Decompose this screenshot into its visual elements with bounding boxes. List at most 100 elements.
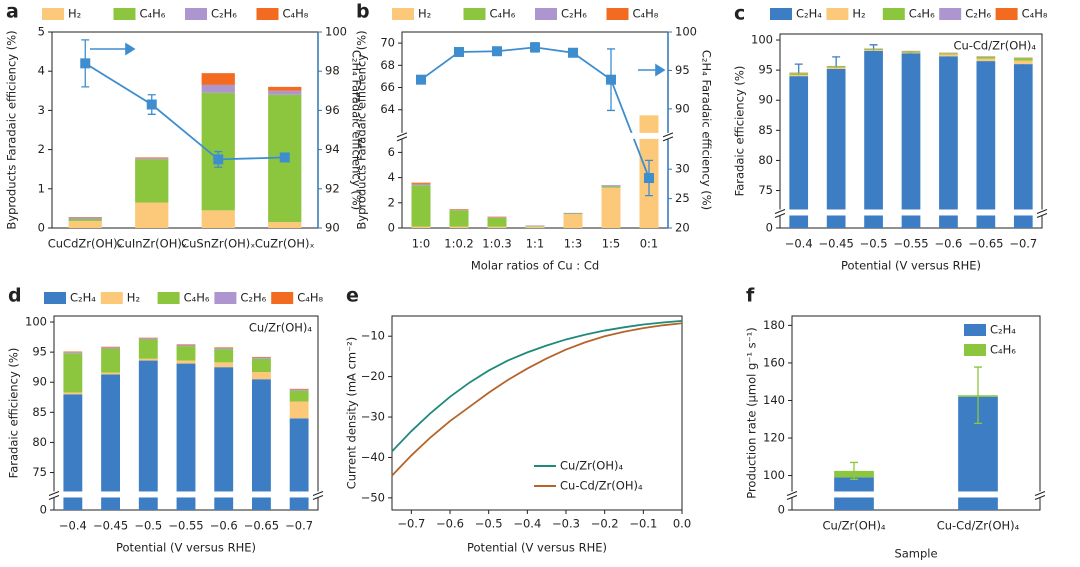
y-axis-label: Faradaic efficiency (%)	[733, 66, 747, 197]
y2-tick-label: 90	[325, 221, 340, 235]
axis-break	[48, 491, 324, 498]
y-axis-label: Faradaic efficiency (%)	[7, 348, 21, 479]
bar-segment	[939, 54, 958, 57]
break-mark	[662, 132, 674, 142]
bar-segment	[63, 352, 83, 354]
y-tick-label: 100	[751, 33, 773, 47]
legend-label: H₂	[852, 7, 865, 21]
bar-segment	[976, 61, 996, 228]
x-tick-label: −0.5	[134, 519, 162, 533]
line-marker	[492, 46, 502, 57]
x-tick-label: 0:1	[640, 237, 659, 251]
bar-segment	[201, 84, 235, 93]
bar-segment	[176, 344, 196, 345]
bar-segment	[1013, 58, 1033, 61]
bar-segment	[563, 213, 583, 215]
y-tick-label: 85	[758, 123, 773, 137]
legend-swatch	[271, 292, 294, 304]
bar-segment	[252, 356, 271, 358]
bar-segment	[176, 344, 196, 347]
x-tick-label: −0.55	[168, 519, 203, 533]
bar-segment	[289, 401, 309, 419]
bar-segment	[138, 338, 158, 340]
bar-segment	[135, 202, 169, 228]
bar-segment	[252, 379, 271, 510]
legend-swatch	[939, 8, 962, 20]
x-tick-label: CuInZr(OH)ₓ	[117, 237, 187, 251]
y-tick-label: 68	[380, 58, 395, 72]
x-axis-label: Sample	[894, 547, 937, 561]
annotation: Cu/Zr(OH)₄	[249, 321, 312, 335]
y-axis-label: Byproducts Faradaic efficiency (%)	[5, 30, 19, 229]
x-tick-label: −0.6	[436, 517, 464, 531]
y-tick-label: 5	[38, 25, 45, 39]
axis-break	[786, 491, 1046, 498]
bar-segment	[135, 159, 169, 203]
legend-swatch	[185, 8, 207, 20]
bar-segment	[289, 389, 309, 391]
legend-swatch	[214, 292, 237, 304]
legend-label: C₄H₈	[283, 7, 309, 21]
y-tick-label: 85	[32, 405, 47, 419]
bar-segment	[826, 67, 846, 69]
bar-segment	[252, 358, 271, 372]
bar-segment	[201, 210, 235, 228]
error-bar	[850, 461, 858, 480]
line-marker	[279, 152, 290, 163]
x-tick-label: CuCdZr(OH)ₓ	[48, 237, 123, 251]
legend-label: Cu-Cd/Zr(OH)₄	[560, 479, 643, 493]
line	[420, 46, 650, 179]
y-tick-label: 75	[758, 183, 773, 197]
bar-segment	[1013, 60, 1033, 65]
bar-segment	[901, 53, 921, 229]
break-mark	[1034, 491, 1046, 500]
x-tick-label: −0.65	[244, 519, 279, 533]
legend-swatch	[42, 8, 64, 20]
legend-label: H₂	[418, 7, 431, 21]
y-tick-label: 2	[388, 195, 395, 209]
line-marker	[568, 47, 578, 58]
x-tick-label: −0.7	[1009, 237, 1037, 251]
legend-label: C₂H₄	[796, 7, 822, 21]
y2-tick-label: 98	[325, 64, 340, 78]
y-tick-label: 80	[32, 435, 47, 449]
x-tick-label: 1:1	[526, 237, 545, 251]
break-mark	[786, 491, 798, 500]
line-marker	[454, 46, 464, 57]
y-tick-label: 0	[38, 221, 45, 235]
bar-segment	[487, 216, 507, 218]
y-tick-label: 1	[38, 181, 45, 195]
bar-segment	[268, 86, 302, 91]
x-tick-label: −0.55	[893, 237, 928, 251]
x-tick-label: 1:0	[412, 237, 431, 251]
x-tick-label: −0.4	[513, 517, 541, 531]
bar-segment	[138, 339, 158, 359]
y-tick-label: −50	[361, 490, 385, 504]
legend-label: H₂	[127, 291, 140, 305]
x-tick-label: 1:5	[602, 237, 621, 251]
bar-segment	[601, 187, 621, 228]
y2-tick-label: 25	[675, 191, 690, 205]
line-marker	[606, 74, 616, 85]
bar-segment	[101, 348, 120, 373]
legend-swatch	[113, 8, 136, 20]
bar-segment	[601, 186, 621, 188]
y-tick-label: 95	[758, 63, 773, 77]
bar-segment	[214, 347, 234, 348]
panel-letter: b	[356, 1, 370, 23]
legend-label: C₄H₈	[1022, 7, 1048, 21]
legend-label: C₂H₆	[561, 7, 587, 21]
bar-segment	[138, 360, 158, 510]
legend-label: C₂H₆	[240, 291, 266, 305]
legend-label: C₂H₆	[965, 7, 991, 21]
x-tick-label: −0.45	[819, 237, 854, 251]
bar-segment	[826, 66, 846, 68]
y-tick-label: 2	[38, 142, 45, 156]
bar-segment	[449, 209, 469, 211]
y-tick-label: 120	[763, 431, 785, 445]
legend-label: C₄H₆	[184, 291, 210, 305]
legend-label: C₄H₆	[909, 7, 935, 21]
panel-letter: f	[746, 285, 755, 307]
bar-segment	[101, 372, 120, 375]
x-tick-label: −0.7	[397, 517, 425, 531]
